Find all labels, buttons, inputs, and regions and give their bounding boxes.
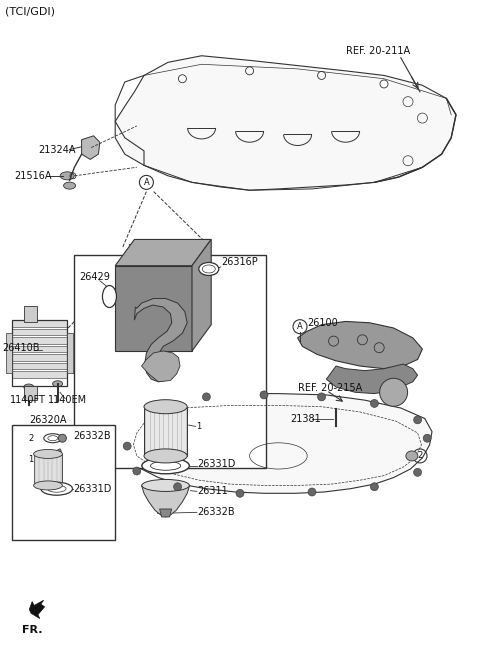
- Text: 1: 1: [29, 455, 34, 464]
- Polygon shape: [115, 266, 192, 351]
- Ellipse shape: [59, 434, 66, 442]
- Ellipse shape: [24, 384, 34, 390]
- Bar: [6, 333, 12, 373]
- Bar: [144, 407, 187, 456]
- Bar: [12, 320, 67, 386]
- Polygon shape: [326, 364, 418, 394]
- Ellipse shape: [144, 449, 187, 463]
- Text: 26100: 26100: [307, 318, 338, 329]
- Text: A: A: [144, 178, 149, 187]
- Text: 21516A: 21516A: [14, 171, 52, 181]
- Circle shape: [380, 379, 408, 406]
- Ellipse shape: [48, 436, 58, 441]
- Bar: [12, 354, 67, 361]
- Text: 21381: 21381: [290, 413, 321, 424]
- Bar: [12, 320, 67, 327]
- Polygon shape: [192, 239, 211, 351]
- Text: 26410B: 26410B: [2, 342, 40, 353]
- Circle shape: [371, 483, 378, 491]
- Text: 26331D: 26331D: [197, 459, 235, 469]
- Ellipse shape: [202, 265, 216, 273]
- Text: FR.: FR.: [22, 625, 42, 635]
- Polygon shape: [298, 321, 422, 369]
- Ellipse shape: [331, 405, 341, 412]
- Polygon shape: [115, 239, 211, 266]
- Bar: [67, 333, 73, 373]
- Bar: [12, 346, 67, 352]
- Text: 2: 2: [29, 434, 34, 443]
- Bar: [74, 255, 266, 468]
- Ellipse shape: [34, 481, 62, 490]
- Circle shape: [260, 391, 268, 399]
- Text: 26332B: 26332B: [73, 430, 110, 441]
- Bar: [24, 306, 37, 322]
- Text: 26331D: 26331D: [73, 483, 111, 494]
- Text: 26332B: 26332B: [197, 506, 234, 517]
- Polygon shape: [134, 298, 187, 382]
- Text: REF. 20-215A: REF. 20-215A: [298, 383, 362, 394]
- Circle shape: [236, 489, 244, 497]
- Polygon shape: [55, 449, 61, 454]
- Ellipse shape: [406, 451, 418, 461]
- Ellipse shape: [60, 172, 74, 180]
- Ellipse shape: [34, 449, 62, 459]
- Ellipse shape: [44, 434, 62, 443]
- Ellipse shape: [144, 400, 187, 414]
- Bar: [24, 386, 37, 400]
- Text: 1140FT: 1140FT: [10, 395, 46, 405]
- Ellipse shape: [151, 461, 180, 470]
- Bar: [12, 363, 67, 369]
- Circle shape: [123, 442, 131, 450]
- Bar: [12, 371, 67, 378]
- Ellipse shape: [53, 380, 62, 387]
- Polygon shape: [125, 394, 432, 493]
- Text: 26320A: 26320A: [29, 415, 66, 425]
- Circle shape: [150, 401, 157, 409]
- Ellipse shape: [63, 182, 76, 189]
- Bar: [12, 329, 67, 335]
- Bar: [12, 337, 67, 344]
- Polygon shape: [142, 351, 180, 382]
- Ellipse shape: [142, 480, 189, 491]
- Ellipse shape: [142, 458, 189, 474]
- Text: 1: 1: [197, 422, 202, 431]
- Ellipse shape: [199, 262, 219, 276]
- Circle shape: [133, 467, 141, 475]
- Circle shape: [414, 416, 421, 424]
- Text: REF. 20-211A: REF. 20-211A: [346, 46, 410, 56]
- Text: 26311: 26311: [197, 485, 228, 496]
- Ellipse shape: [41, 482, 72, 495]
- Text: 2: 2: [418, 451, 422, 461]
- Text: 1140EM: 1140EM: [48, 395, 87, 405]
- Polygon shape: [142, 485, 190, 517]
- Polygon shape: [29, 600, 45, 619]
- Circle shape: [318, 393, 325, 401]
- Text: 26310F: 26310F: [127, 244, 164, 255]
- Polygon shape: [82, 136, 100, 159]
- Text: 26316P: 26316P: [221, 257, 258, 268]
- Text: 26429: 26429: [79, 272, 110, 283]
- Circle shape: [174, 483, 181, 491]
- Circle shape: [203, 393, 210, 401]
- Ellipse shape: [102, 285, 117, 308]
- Circle shape: [423, 434, 431, 442]
- Polygon shape: [115, 56, 456, 190]
- Bar: [12, 425, 115, 540]
- Polygon shape: [159, 509, 172, 517]
- Ellipse shape: [47, 485, 66, 492]
- Text: (TCI/GDI): (TCI/GDI): [5, 7, 55, 17]
- Text: 21324A: 21324A: [38, 144, 76, 155]
- Circle shape: [371, 400, 378, 407]
- Bar: [34, 454, 62, 485]
- Circle shape: [414, 468, 421, 476]
- Text: A: A: [297, 322, 303, 331]
- Circle shape: [308, 488, 316, 496]
